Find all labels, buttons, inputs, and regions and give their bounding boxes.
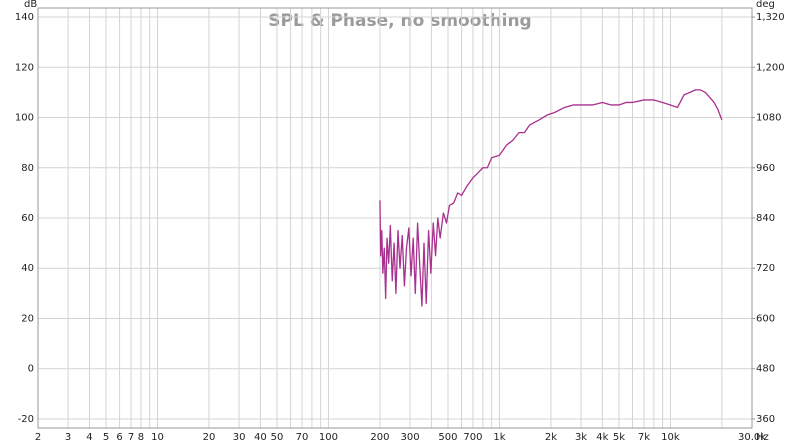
x-tick-label: 6 [116,432,122,443]
x-tick-label: 5k [613,432,625,443]
y-tick-label: 40 [21,263,34,274]
plot-frame [37,7,753,429]
y-tick-label: 120 [15,62,34,73]
y2-unit: deg [756,0,775,10]
y2-tick-label: 480 [756,364,775,375]
x-tick-label: 5 [103,432,109,443]
x-tick-label: 7k [638,432,650,443]
y2-tick-label: 1080 [756,113,781,124]
x-tick-label: 1k [493,432,505,443]
chart-title: SPL & Phase, no smoothing [268,11,531,31]
grid [37,8,753,428]
x-tick-label: 40 [254,432,267,443]
x-tick-label: 30.0k [738,432,766,443]
y2-tick-label: 1,200 [756,62,785,73]
x-tick-label: 500 [438,432,457,443]
y-tick-label: 100 [15,113,34,124]
x-tick-label: 3 [65,432,71,443]
y2-tick-label: 960 [756,163,775,174]
y2-tick-label: 840 [756,213,775,224]
y2-tick-label: 1,320 [756,12,785,23]
y-tick-label: 140 [15,12,34,23]
x-tick-label: 200 [370,432,389,443]
x-tick-label: 3k [575,432,587,443]
y2-tick-label: 720 [756,263,775,274]
y-tick-label: 60 [21,213,34,224]
x-tick-label: 2 [35,432,41,443]
x-tick-label: 8 [138,432,144,443]
y-unit: dB [24,0,37,10]
y-tick-label: -20 [18,414,34,425]
x-tick-label: 700 [463,432,482,443]
x-tick-label: 7 [128,432,134,443]
x-tick-label: 4k [596,432,608,443]
spl-line [379,89,723,307]
x-tick-label: 300 [401,432,420,443]
x-tick-label: 4 [86,432,92,443]
x-tick-label: 10 [151,432,164,443]
y-tick-label: 0 [28,364,34,375]
x-tick-label: 2k [545,432,557,443]
y-tick-label: 80 [21,163,34,174]
x-tick-label: 20 [203,432,216,443]
y-tick-label: 20 [21,313,34,324]
x-tick-label: 50 [271,432,284,443]
x-tick-label: 100 [319,432,338,443]
y2-tick-label: 360 [756,414,775,425]
x-tick-label: 10k [661,432,680,443]
x-tick-label: 30 [233,432,246,443]
y2-tick-label: 600 [756,313,775,324]
x-unit: Hz [756,432,769,443]
x-tick-label: 70 [296,432,309,443]
